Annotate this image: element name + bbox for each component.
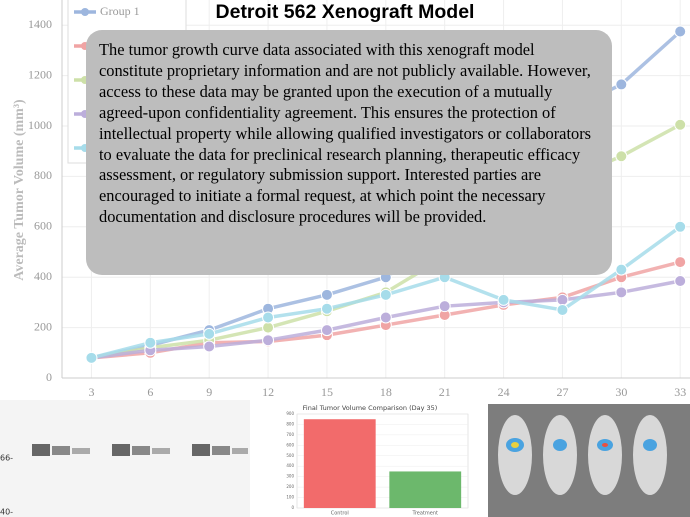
data-point	[615, 150, 628, 163]
mouse	[543, 415, 577, 495]
data-point	[556, 303, 569, 316]
imaging	[488, 404, 690, 517]
blot-background	[0, 400, 250, 517]
bar	[303, 419, 376, 508]
data-point	[203, 327, 216, 340]
y-tick-label: 600	[286, 442, 294, 447]
mouse	[588, 415, 622, 495]
x-tick-label: 9	[206, 385, 212, 399]
x-tick-label: 33	[674, 385, 686, 399]
x-tick-label: 3	[88, 385, 94, 399]
signal	[602, 443, 608, 447]
y-tick-label: 1000	[28, 118, 52, 132]
blot-band	[32, 444, 50, 456]
y-tick-label: 400	[34, 269, 52, 283]
data-point	[674, 256, 687, 269]
x-tick-label: 30	[615, 385, 627, 399]
blot-band	[52, 446, 70, 455]
notice-box: The tumor growth curve data associated w…	[86, 30, 612, 275]
x-tick-label: Control	[331, 511, 349, 517]
thumbnails: 66- 40- Final Tumor Volume Comparison (D…	[0, 400, 690, 517]
data-point	[379, 288, 392, 301]
data-point	[615, 286, 628, 299]
western-blot: 66- 40-	[0, 400, 250, 517]
y-tick-label: 200	[286, 484, 294, 489]
data-point	[85, 351, 98, 364]
blot-band	[152, 448, 170, 454]
legend-swatch	[81, 8, 89, 16]
x-tick-label: 24	[498, 385, 510, 399]
y-tick-label: 1200	[28, 67, 52, 81]
data-point	[262, 334, 275, 347]
blot-band	[112, 444, 130, 456]
data-point	[379, 311, 392, 324]
data-point	[497, 293, 510, 306]
y-tick-label: 0	[46, 370, 52, 384]
y-tick-label: 300	[286, 474, 294, 479]
data-point	[320, 288, 333, 301]
data-point	[674, 118, 687, 131]
mouse	[498, 415, 532, 495]
y-axis-label: Average Tumor Volume (mm³)	[12, 99, 27, 281]
chart-title: Detroit 562 Xenograft Model	[216, 1, 475, 23]
y-tick-label: 800	[286, 421, 294, 426]
blot-band	[72, 448, 90, 454]
data-point	[674, 220, 687, 233]
y-tick-label: 100	[286, 495, 294, 500]
legend-label: Group 1	[100, 4, 140, 18]
blot-marker: 40-	[0, 508, 13, 517]
blot-marker: 66-	[0, 454, 13, 463]
bar	[389, 471, 462, 508]
y-tick-label: 500	[286, 453, 294, 458]
blot-band	[212, 446, 230, 455]
data-point	[262, 321, 275, 334]
y-tick-label: 200	[34, 319, 52, 333]
mouse	[633, 415, 667, 495]
y-tick-label: 600	[34, 219, 52, 233]
x-tick-label: 18	[380, 385, 392, 399]
bar-chart: Final Tumor Volume Comparison (Day 35) 0…	[286, 404, 469, 517]
blot-band	[132, 446, 150, 455]
y-tick-label: 700	[286, 432, 294, 437]
blot-band	[192, 444, 210, 456]
data-point	[320, 302, 333, 315]
y-tick-label: 1400	[28, 17, 52, 31]
data-point	[556, 293, 569, 306]
x-tick-label: Treatment	[412, 511, 438, 517]
y-tick-label: 0	[291, 505, 294, 510]
data-point	[320, 324, 333, 337]
data-point	[144, 336, 157, 349]
x-tick-label: 21	[439, 385, 451, 399]
chart-title: Final Tumor Volume Comparison (Day 35)	[303, 404, 438, 412]
x-tick-label: 12	[262, 385, 274, 399]
signal	[511, 442, 519, 448]
y-tick-label: 900	[286, 411, 294, 416]
data-point	[615, 263, 628, 276]
x-tick-label: 15	[321, 385, 333, 399]
data-point	[674, 25, 687, 38]
y-tick-label: 400	[286, 463, 294, 468]
x-tick-label: 6	[147, 385, 153, 399]
data-point	[203, 340, 216, 353]
y-tick-label: 800	[34, 168, 52, 182]
signal	[553, 439, 567, 451]
data-point	[674, 274, 687, 287]
x-tick-label: 27	[556, 385, 568, 399]
signal	[643, 439, 657, 451]
data-point	[438, 300, 451, 313]
data-point	[262, 311, 275, 324]
data-point	[615, 78, 628, 91]
blot-band	[232, 448, 248, 454]
